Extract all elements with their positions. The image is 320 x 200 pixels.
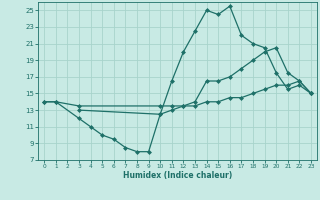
X-axis label: Humidex (Indice chaleur): Humidex (Indice chaleur) [123,171,232,180]
